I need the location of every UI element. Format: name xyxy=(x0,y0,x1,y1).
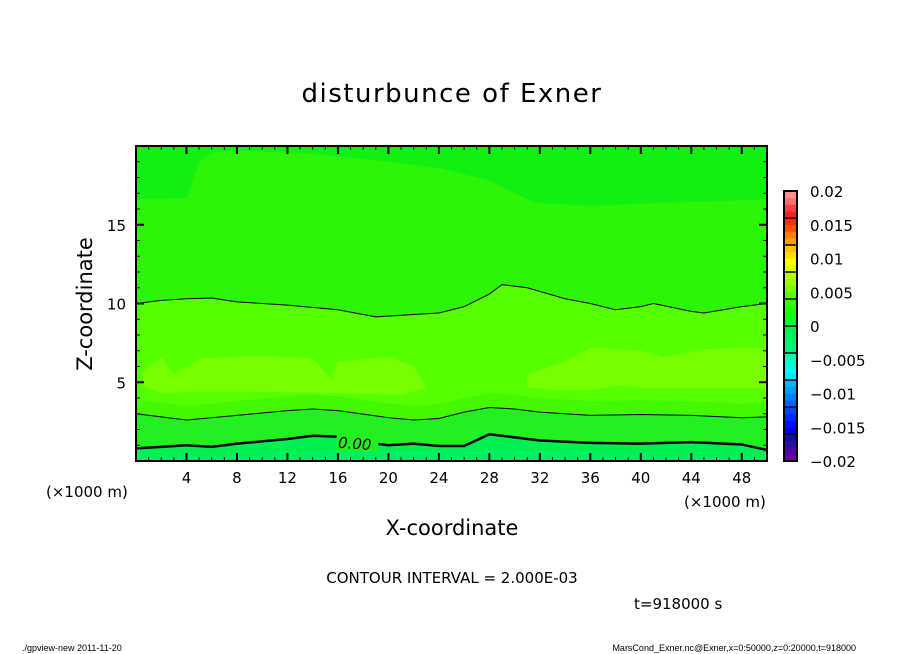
contour-fills xyxy=(136,146,767,461)
colorbar-frame xyxy=(783,190,798,462)
x-tick-label: 4 xyxy=(182,469,192,487)
x-tick-label: 40 xyxy=(631,469,650,487)
colorbar-swatch xyxy=(784,440,797,448)
colorbar-swatch xyxy=(784,197,797,205)
colorbar-swatch xyxy=(784,332,797,340)
colorbar-tick-label: 0.01 xyxy=(810,251,843,269)
colorbar-swatch xyxy=(784,204,797,212)
colorbar-swatch xyxy=(784,413,797,421)
colorbar-swatch xyxy=(784,447,797,455)
colorbar-swatch xyxy=(784,258,797,266)
colorbar-tick-label: 0 xyxy=(810,318,820,336)
colorbar-swatch xyxy=(784,218,797,226)
colorbar-tick-label: −0.015 xyxy=(810,419,866,437)
y-tick-label: 15 xyxy=(107,217,126,235)
colorbar-swatch xyxy=(784,454,797,462)
colorbar-swatch xyxy=(784,366,797,374)
fill-band-ground xyxy=(136,449,767,461)
colorbar-swatch xyxy=(784,272,797,280)
colorbar-swatch xyxy=(784,305,797,313)
colorbar-swatch xyxy=(784,292,797,300)
colorbar-swatch xyxy=(784,231,797,239)
chart-title: disturbunce of Exner xyxy=(302,79,603,109)
colorbar-swatch xyxy=(784,346,797,354)
colorbar-swatch xyxy=(784,393,797,401)
colorbar-swatch xyxy=(784,380,797,388)
colorbar-tick-label: −0.01 xyxy=(810,386,856,404)
colorbar-swatch xyxy=(784,326,797,334)
colorbar-swatch xyxy=(784,191,797,199)
x-tick-label: 44 xyxy=(682,469,701,487)
colorbar-swatch xyxy=(784,400,797,408)
y-axis-label: Z-coordinate xyxy=(73,237,97,371)
time-text: t=918000 s xyxy=(634,595,722,613)
footer-right: MarsCond_Exner.nc@Exner,x=0:50000,z=0:20… xyxy=(612,643,856,653)
x-tick-label: 28 xyxy=(480,469,499,487)
y-tick-label: 10 xyxy=(107,296,126,314)
colorbar-swatch xyxy=(784,245,797,253)
x-tick-label: 36 xyxy=(581,469,600,487)
colorbar-tick-label: 0.02 xyxy=(810,183,843,201)
colorbar-swatch xyxy=(784,386,797,394)
colorbar-swatch xyxy=(784,312,797,320)
x-tick-label: 48 xyxy=(732,469,751,487)
x-tick-label: 8 xyxy=(232,469,242,487)
x-tick-label: 16 xyxy=(328,469,347,487)
colorbar-swatch xyxy=(784,238,797,246)
x-tick-label: 24 xyxy=(429,469,448,487)
colorbar-swatch xyxy=(784,420,797,428)
contour-interval-text: CONTOUR INTERVAL = 2.000E-03 xyxy=(326,569,577,587)
colorbar-swatch xyxy=(784,211,797,219)
contour-lines xyxy=(135,284,768,452)
colorbar-swatch xyxy=(784,251,797,259)
contour-line xyxy=(135,406,768,421)
colorbar-swatch xyxy=(784,278,797,286)
x-unit-label-left: (×1000 m) xyxy=(46,483,128,501)
colorbar-swatch xyxy=(784,319,797,327)
colorbar: 0.02 0.015 0.01 0.005 0 −0.005 −0.01 −0.015 −0.0… xyxy=(783,183,866,471)
colorbar-swatch xyxy=(784,407,797,415)
colorbar-tick-label: −0.005 xyxy=(810,352,866,370)
colorbar-swatch xyxy=(784,373,797,381)
colorbar-swatch xyxy=(784,434,797,442)
colorbar-tick-label: −0.02 xyxy=(810,453,856,471)
fill-blob-left xyxy=(142,355,427,395)
colorbar-tick-label: 0.005 xyxy=(810,284,853,302)
x-tick-label: 20 xyxy=(379,469,398,487)
x-unit-label-right: (×1000 m) xyxy=(684,493,766,511)
x-tick-label: 12 xyxy=(278,469,297,487)
contour-line xyxy=(135,432,768,452)
colorbar-swatch xyxy=(784,299,797,307)
colorbar-swatch xyxy=(784,265,797,273)
colorbar-swatch xyxy=(784,224,797,232)
y-tick-label: 5 xyxy=(116,374,126,392)
colorbar-swatch xyxy=(784,359,797,367)
colorbar-swatch xyxy=(784,427,797,435)
colorbar-swatch xyxy=(784,353,797,361)
footer-left: ./gpview-new 2011-11-20 xyxy=(22,643,122,653)
fill-blob-right xyxy=(527,347,767,391)
x-tick-label: 32 xyxy=(530,469,549,487)
contour-line xyxy=(135,284,768,318)
x-axis-label: X-coordinate xyxy=(386,516,519,540)
contour-label-gap xyxy=(336,431,379,452)
colorbar-tick-label: 0.015 xyxy=(810,217,853,235)
contour-label: 0.00 xyxy=(337,434,372,454)
colorbar-swatch xyxy=(784,339,797,347)
colorbar-swatch xyxy=(784,285,797,293)
